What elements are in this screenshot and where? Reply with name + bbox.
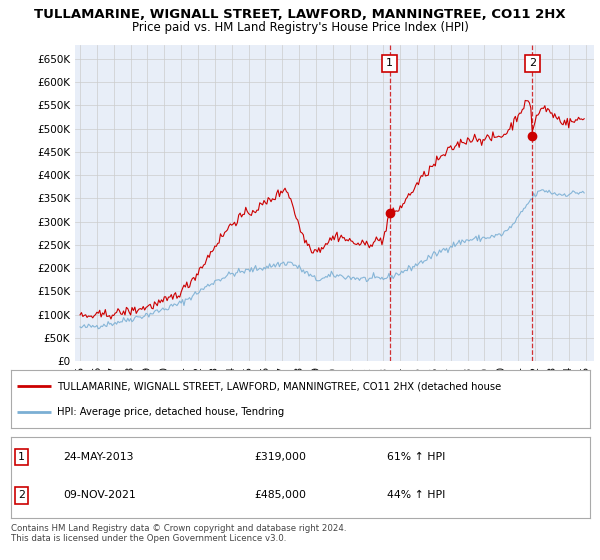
Text: 1: 1 [386,58,393,68]
Text: 44% ↑ HPI: 44% ↑ HPI [387,490,446,500]
Text: Contains HM Land Registry data © Crown copyright and database right 2024.
This d: Contains HM Land Registry data © Crown c… [11,524,346,543]
Text: TULLAMARINE, WIGNALL STREET, LAWFORD, MANNINGTREE, CO11 2HX: TULLAMARINE, WIGNALL STREET, LAWFORD, MA… [34,8,566,21]
Text: 24-MAY-2013: 24-MAY-2013 [63,452,133,462]
Text: 09-NOV-2021: 09-NOV-2021 [63,490,136,500]
Text: £485,000: £485,000 [254,490,306,500]
Text: 1: 1 [18,452,25,462]
Text: 2: 2 [529,58,536,68]
Text: HPI: Average price, detached house, Tendring: HPI: Average price, detached house, Tend… [57,407,284,417]
Text: £319,000: £319,000 [254,452,306,462]
Text: Price paid vs. HM Land Registry's House Price Index (HPI): Price paid vs. HM Land Registry's House … [131,21,469,34]
Text: 2: 2 [18,490,25,500]
Text: 61% ↑ HPI: 61% ↑ HPI [387,452,446,462]
Text: TULLAMARINE, WIGNALL STREET, LAWFORD, MANNINGTREE, CO11 2HX (detached house: TULLAMARINE, WIGNALL STREET, LAWFORD, MA… [57,381,502,391]
